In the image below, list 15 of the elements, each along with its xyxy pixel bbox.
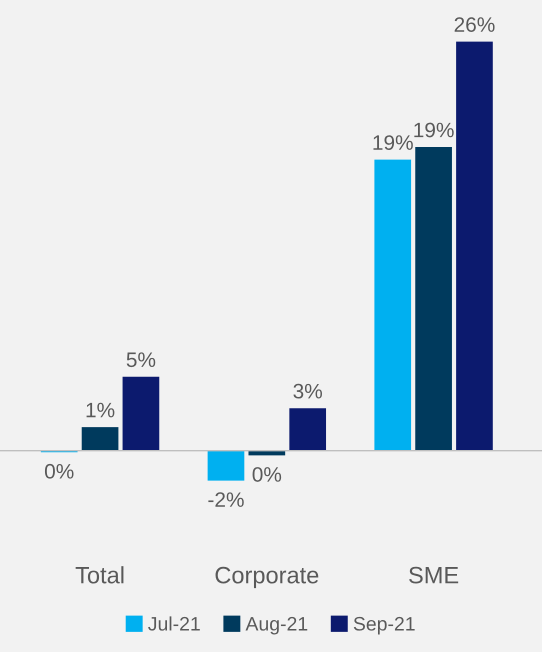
x-tick-label: SME [409, 566, 458, 584]
data-label: 0% [44, 464, 74, 479]
x-tick-label: Total [76, 566, 124, 584]
data-label: -2% [208, 492, 244, 507]
x-tick-label: Corporate [216, 566, 318, 588]
data-label: 19% [414, 122, 454, 138]
data-label: 1% [86, 402, 114, 418]
legend-label: Jul-21 [148, 616, 200, 631]
data-label: 3% [293, 384, 322, 399]
data-label: 0% [252, 467, 282, 482]
legend-label: Sep-21 [354, 616, 415, 634]
data-label: 5% [126, 352, 156, 368]
data-label: 19% [373, 135, 413, 150]
legend-label: Aug-21 [246, 616, 308, 634]
data-label: 26% [454, 17, 495, 32]
